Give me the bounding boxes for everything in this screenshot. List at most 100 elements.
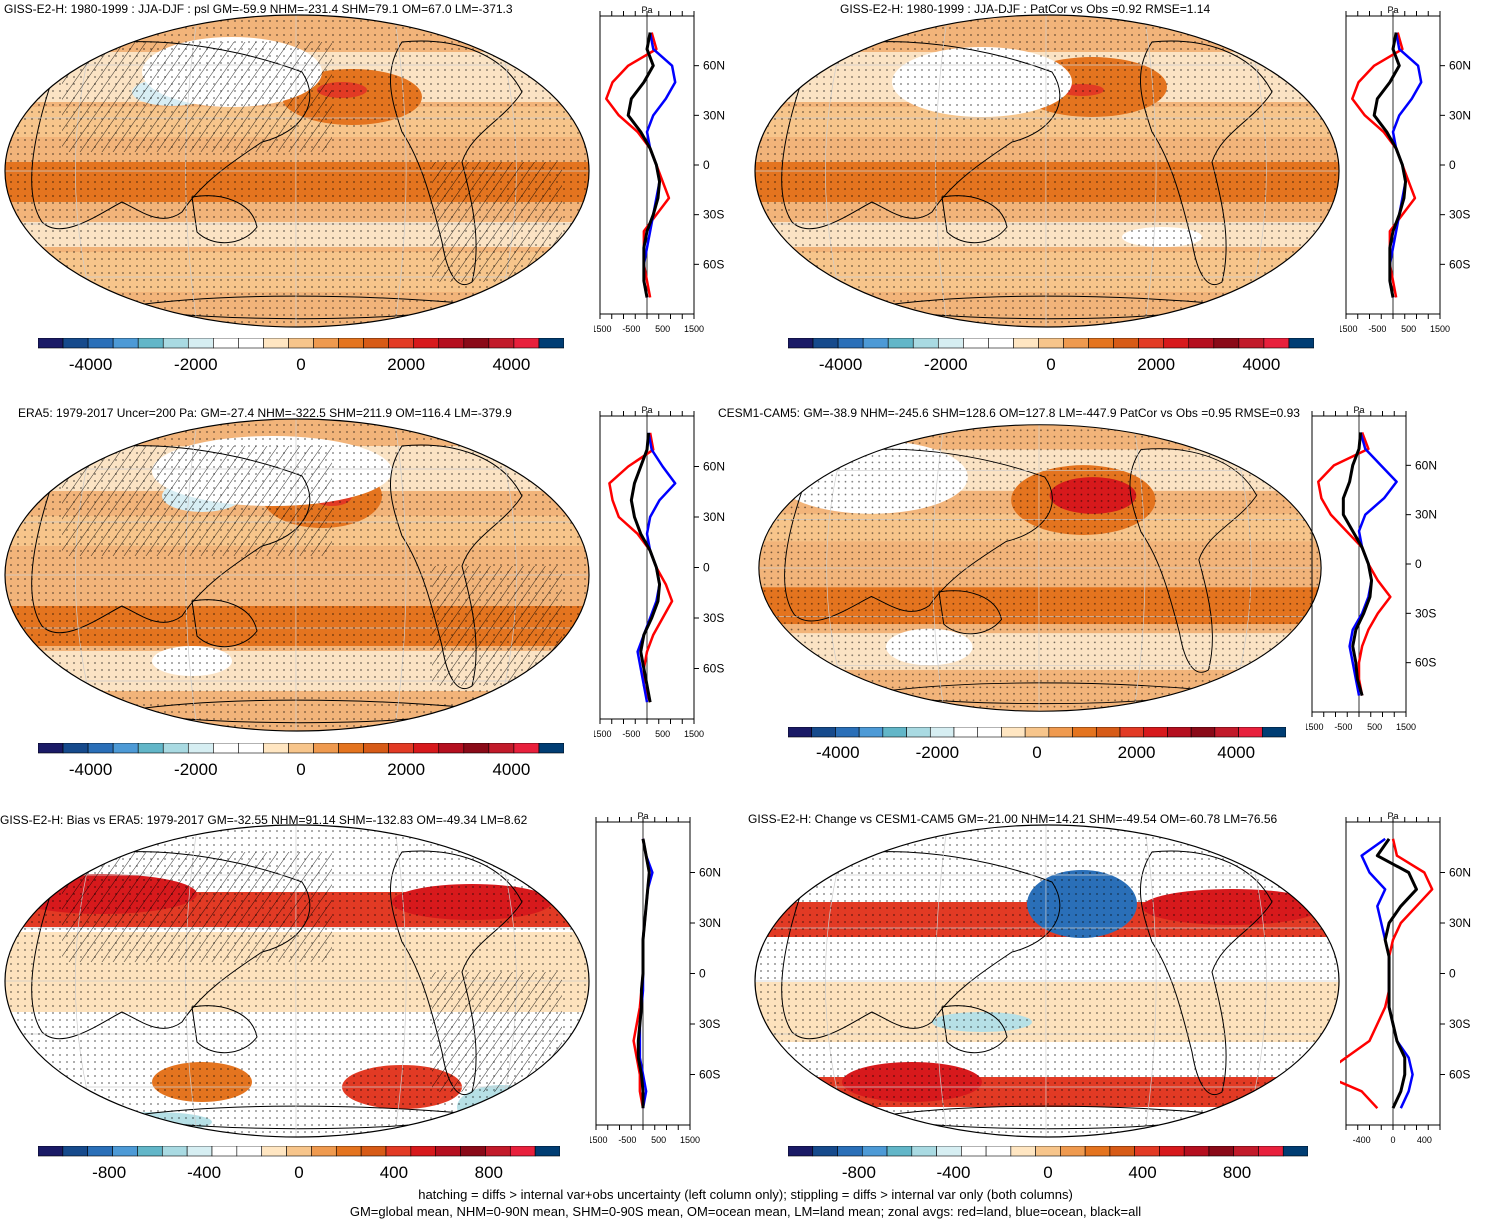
colorbar-swatch [861,1146,888,1157]
zonal-unit-label: Pa [637,811,648,821]
lat-tick-label: 30N [1449,916,1471,930]
x-tick-label: -1500 [1340,324,1358,334]
colorbar-swatch [1035,1146,1061,1157]
x-tick-label: -400 [1353,1135,1371,1145]
colorbar-tick-label: -400 [187,1163,222,1182]
footer-note-hatching: hatching = diffs > internal var+obs unce… [418,1187,1073,1202]
zonal-unit-label: Pa [1387,811,1398,821]
colorbar-swatch [488,743,515,754]
colorbar-swatch [1183,1146,1210,1157]
colorbar-swatch [1258,1146,1284,1157]
lat-tick-label: 0 [1449,158,1456,172]
colorbar-swatch [1038,338,1064,349]
x-tick-label: -1500 [1306,722,1324,732]
lat-tick-label: 0 [1415,557,1422,571]
colorbar-swatch [87,338,114,349]
colorbar-tick-label: 0 [294,1163,304,1182]
lat-tick-label: 30S [1415,606,1436,620]
colorbar-swatch [538,338,564,349]
colorbar-swatch [862,338,889,349]
colorbar-swatch [1001,727,1026,738]
colorbar-tick-label: 2000 [1137,355,1176,374]
colorbar-swatch [438,743,465,754]
lat-tick-label: 60N [1449,866,1471,880]
colorbar-swatch [1167,727,1192,738]
colorbar-swatch [882,727,907,738]
map [758,424,1322,712]
lat-tick-label: 60S [703,257,724,271]
colorbar-swatch [236,1146,263,1157]
colorbar [38,1146,560,1157]
zonal-series-black [636,838,651,1109]
colorbar-tick-label: 4000 [492,355,531,374]
colorbar-swatch [1048,727,1073,738]
colorbar-swatch [953,727,979,738]
x-tick-label: 1500 [684,729,704,739]
colorbar-tick-label: 0 [296,355,306,374]
colorbar-swatch [410,1146,437,1157]
lat-tick-label: 30N [1449,108,1471,122]
colorbar-swatch [62,338,89,349]
colorbar [38,743,564,754]
colorbar-swatch [1138,338,1165,349]
panel-title: CESM1-CAM5: GM=-38.9 NHM=-245.6 SHM=128.… [718,406,1300,420]
colorbar-tick-label: -4000 [818,355,863,374]
colorbar-swatch [438,338,465,349]
lat-tick-label: 30S [1449,1017,1470,1031]
colorbar-tick-label: -2000 [924,355,968,374]
x-tick-label: -500 [618,1135,636,1145]
colorbar-tick-label: 2000 [387,355,426,374]
colorbar-tick-label: -400 [936,1163,971,1182]
colorbar-tick-label: -4000 [816,743,860,762]
colorbar-swatch [213,743,239,754]
lat-tick-label: 0 [699,967,706,981]
colorbar-swatch [1238,338,1265,349]
colorbar-swatch [1063,338,1089,349]
colorbar-tick-label: 2000 [1117,743,1156,762]
zonal-unit-label: Pa [1387,5,1398,15]
colorbar-swatch [488,338,515,349]
colorbar-swatch [963,338,989,349]
colorbar-swatch [1013,338,1039,349]
colorbar-tick-labels: -4000 -2000 0 2000 4000 [788,355,1314,379]
x-tick-label: 400 [1417,1135,1432,1145]
colorbar-swatch [1233,1146,1259,1157]
colorbar-swatch [788,338,814,349]
colorbar-swatch [385,1146,412,1157]
colorbar-swatch [1024,727,1050,738]
colorbar-swatch [388,743,415,754]
colorbar-swatch [961,1146,987,1157]
colorbar-swatch [313,743,339,754]
colorbar-tick-label: 400 [1128,1163,1157,1182]
zonal-unit-label: Pa [641,5,652,15]
zonal-series-black [626,32,662,298]
x-tick-label: -500 [1368,324,1386,334]
colorbar-swatch [38,743,64,754]
colorbar-swatch [912,338,939,349]
colorbar-swatch [413,743,440,754]
colorbar-tick-label: -2000 [174,355,218,374]
colorbar-swatch [238,338,264,349]
lat-tick-label: 30N [703,108,725,122]
colorbar-swatch [534,1146,560,1157]
colorbar-swatch [812,1146,838,1157]
colorbar-swatch [509,1146,536,1157]
panel-title: GISS-E2-H: Bias vs ERA5: 1979-2017 GM=-3… [0,813,528,827]
lat-tick-label: 30N [699,916,721,930]
colorbar-swatch [835,727,860,738]
lat-tick-label: 30S [699,1017,720,1031]
colorbar-swatch [1282,1146,1308,1157]
colorbar-tick-labels: -4000 -2000 0 2000 4000 [38,760,564,784]
colorbar-swatch [435,1146,461,1157]
colorbar-swatch [788,727,813,738]
colorbar-swatch [112,338,139,349]
zonal-average-plot: Pa 60N 30N 0 30S 60S -400 0 400 [1340,811,1471,1145]
map [754,824,1340,1138]
colorbar-swatch [311,1146,337,1157]
colorbar-swatch [186,1146,213,1157]
colorbar-swatch [988,338,1014,349]
zonal-series-red [1351,32,1417,298]
colorbar-swatch [187,338,214,349]
zonal-average-plot: Pa 60N 30N 0 30S 60S -1500 -500 500 1500 [594,5,725,334]
colorbar-swatch [1143,727,1168,738]
